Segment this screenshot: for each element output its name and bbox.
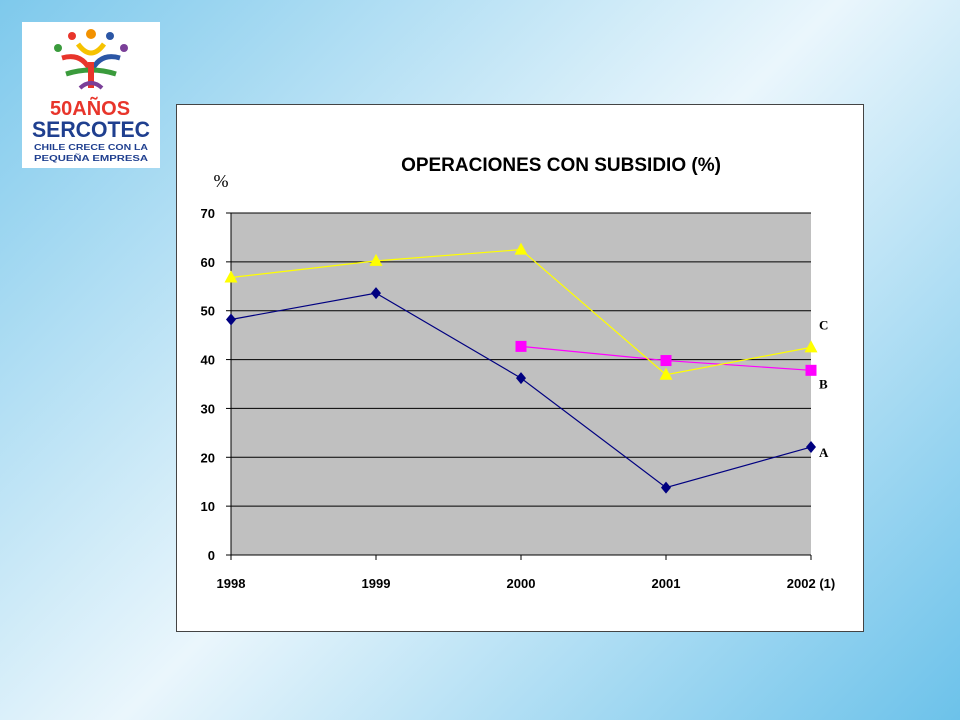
data-point (805, 364, 817, 376)
sercotec-logo-graphic: 50AÑOS SERCOTEC CHILE CRECE CON LA PEQUE… (32, 29, 150, 163)
data-point (806, 441, 816, 454)
data-point (661, 481, 671, 494)
data-point (659, 367, 673, 380)
data-point (371, 287, 381, 300)
data-point (226, 313, 236, 326)
x-tick-label: 2001 (652, 576, 681, 591)
y-tick-label: 10 (201, 499, 215, 514)
data-point (660, 355, 672, 367)
series-C: C (224, 242, 828, 380)
x-tick-label: 2002 (1) (787, 576, 835, 591)
data-point (515, 340, 527, 352)
y-tick-label: 50 (201, 304, 215, 319)
logo-tagline-2: PEQUEÑA EMPRESA (34, 154, 148, 163)
data-point (224, 270, 238, 283)
series-A: A (226, 287, 829, 494)
sercotec-logo: 50AÑOS SERCOTEC CHILE CRECE CON LA PEQUE… (22, 22, 160, 168)
y-tick-label: 70 (201, 206, 215, 221)
y-tick-label: 40 (201, 353, 215, 368)
y-tick-label: 20 (201, 450, 215, 465)
data-point (369, 253, 383, 266)
line-chart: OPERACIONES CON SUBSIDIO (%) % 0 10 20 30 40… (201, 155, 836, 591)
series-label: A (819, 445, 829, 460)
chart-panel: OPERACIONES CON SUBSIDIO (%) % 0 10 20 30 40… (176, 104, 864, 632)
grid-lines (231, 212, 811, 507)
logo-anniversary: 50AÑOS (50, 97, 130, 120)
series-layer: A B C (224, 242, 829, 494)
chart-title: OPERACIONES CON SUBSIDIO (%) (401, 155, 721, 176)
y-tick-label: 60 (201, 255, 215, 270)
x-tick-label: 1998 (217, 576, 246, 591)
data-point (804, 340, 818, 353)
series-B: B (515, 340, 828, 391)
logo-tagline-1: CHILE CRECE CON LA (34, 143, 148, 152)
series-label: B (819, 376, 828, 391)
axes: 0 10 20 30 40 50 60 70 1998 1999 2000 2001 2002 (1) (201, 206, 836, 591)
y-tick-label: 30 (201, 401, 215, 416)
x-tick-label: 2000 (507, 576, 536, 591)
data-point (514, 242, 528, 255)
y-axis-label: % (214, 171, 229, 191)
people-figures-icon (54, 29, 128, 90)
y-tick-label: 0 (208, 548, 215, 563)
logo-brand: SERCOTEC (32, 117, 150, 142)
x-tick-label: 1999 (362, 576, 391, 591)
series-label: C (819, 317, 828, 332)
data-point (516, 372, 526, 385)
